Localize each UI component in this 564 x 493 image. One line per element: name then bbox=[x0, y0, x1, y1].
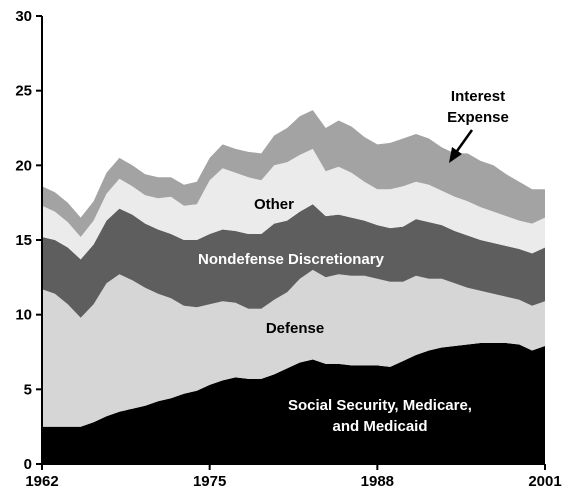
y-tick-label: 15 bbox=[15, 232, 32, 249]
interest-pointer-arrowhead bbox=[449, 147, 462, 163]
other-label: Other bbox=[254, 196, 294, 213]
x-axis-ticks: 1962 1975 1988 2001 bbox=[25, 464, 562, 490]
area-other bbox=[42, 148, 545, 260]
y-tick-label: 30 bbox=[15, 8, 32, 25]
y-tick-label: 0 bbox=[24, 456, 32, 473]
area-social-security-medicare-and-medicaid bbox=[42, 343, 545, 464]
area-defense bbox=[42, 269, 545, 427]
defense-label: Defense bbox=[266, 320, 324, 337]
x-tick-label: 2001 bbox=[528, 473, 561, 490]
y-axis-ticks: 0 5 10 15 20 25 30 bbox=[15, 8, 42, 473]
interest-label-line2: Expense bbox=[447, 109, 509, 126]
y-tick-label: 10 bbox=[15, 307, 32, 324]
area-layers bbox=[42, 110, 545, 464]
ssmm-label-line2: and Medicaid bbox=[332, 418, 427, 435]
x-tick-label: 1988 bbox=[361, 473, 394, 490]
y-tick-label: 5 bbox=[24, 381, 32, 398]
x-tick-label: 1962 bbox=[25, 473, 58, 490]
interest-label-line1: Interest bbox=[451, 88, 505, 105]
area-interest-expense bbox=[42, 110, 545, 237]
nondefense-label: Nondefense Discretionary bbox=[198, 251, 385, 268]
y-tick-label: 25 bbox=[15, 83, 32, 100]
area-nondefense-discretionary bbox=[42, 204, 545, 318]
interest-pointer-line bbox=[455, 129, 474, 152]
y-tick-label: 20 bbox=[15, 157, 32, 174]
x-tick-label: 1975 bbox=[193, 473, 226, 490]
ssmm-label-line1: Social Security, Medicare, bbox=[288, 397, 472, 414]
